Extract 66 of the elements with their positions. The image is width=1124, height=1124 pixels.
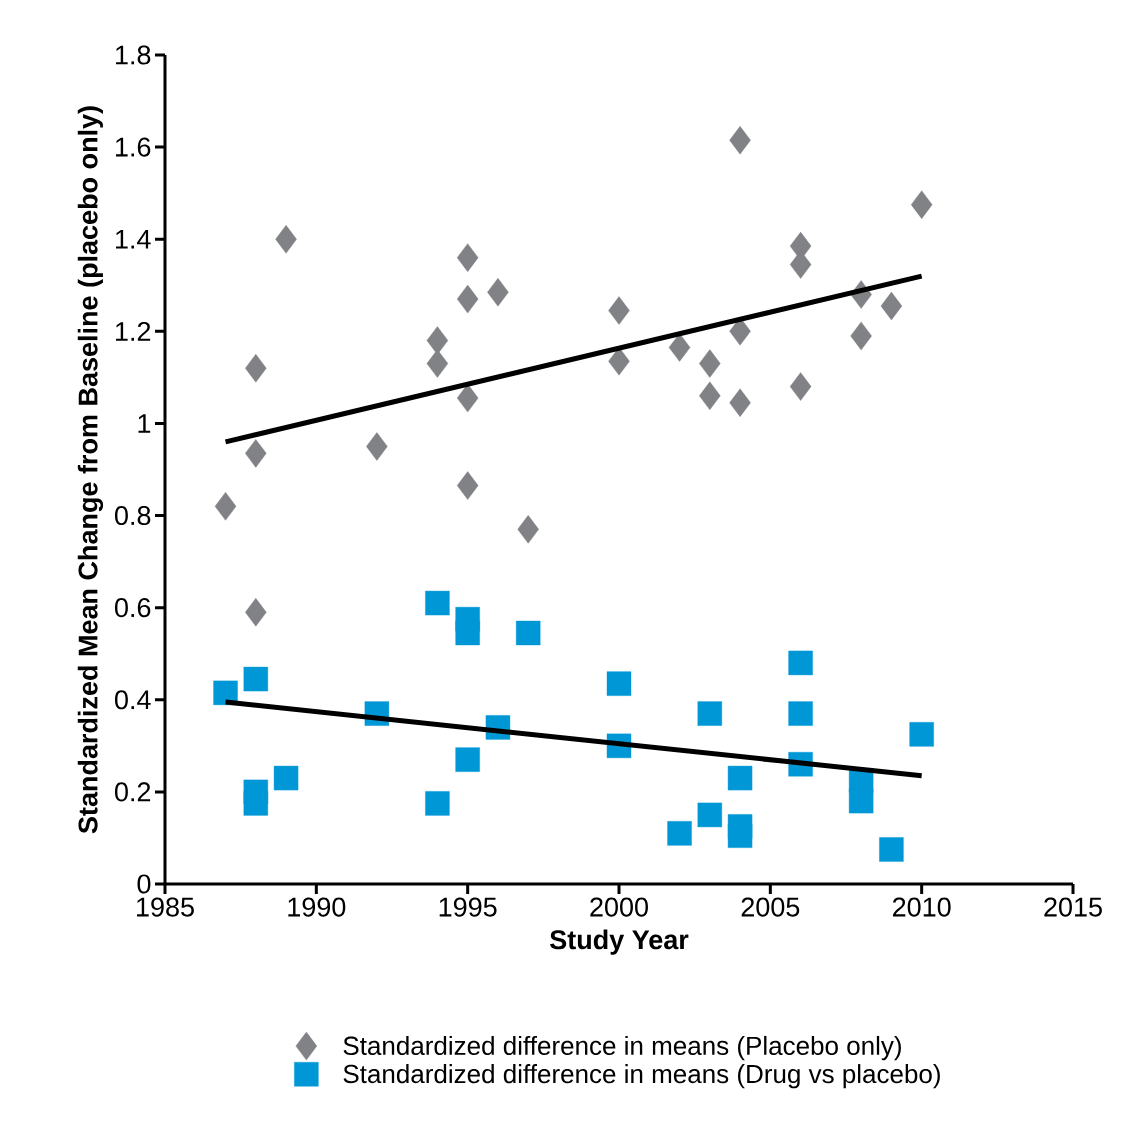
point (214, 492, 237, 521)
point (243, 666, 268, 692)
point (697, 802, 723, 828)
point (456, 383, 479, 413)
x-tick-label: 2000 (590, 897, 648, 917)
point (245, 439, 267, 468)
legend-label: Standardized difference in means (Placebo only) (343, 1035, 901, 1061)
point (425, 791, 450, 816)
x-tick-label: 1995 (439, 897, 497, 917)
x-tick-label: 1990 (288, 897, 346, 917)
y-tick-label: 0.4 (114, 690, 151, 710)
point (788, 701, 813, 726)
point (788, 650, 813, 676)
y-tick-label: 1 (138, 414, 151, 433)
point (456, 471, 479, 500)
point (848, 788, 874, 814)
point (456, 284, 479, 314)
point (727, 823, 753, 848)
y-tick-label: 0.2 (114, 782, 151, 802)
point (608, 347, 630, 376)
y-tick-label: 1.6 (116, 137, 151, 157)
point (909, 722, 934, 747)
point (275, 225, 297, 254)
point (273, 765, 299, 791)
point (699, 381, 721, 410)
x-tick-label: 2015 (1044, 897, 1102, 917)
point (727, 765, 753, 791)
x-tick-label: 2010 (893, 897, 951, 917)
point (516, 620, 541, 646)
point (606, 671, 632, 696)
point (729, 125, 751, 155)
point (243, 791, 268, 816)
point (487, 277, 509, 307)
point (697, 701, 723, 726)
point (699, 349, 721, 378)
point (455, 747, 480, 772)
point (517, 515, 539, 544)
point (455, 620, 480, 646)
y-axis-title: Standardized Mean Change from Baseline (placebo only) (77, 106, 104, 834)
point (456, 243, 479, 272)
point (213, 680, 238, 706)
x-axis-title: Study Year (550, 929, 689, 955)
x-tick-label: 2005 (741, 897, 800, 917)
legend-label: Standardized difference in means (Drug vs placebo) (343, 1064, 940, 1089)
y-tick-label: 1.8 (116, 45, 151, 65)
y-tick-label: 1.4 (116, 229, 151, 249)
y-tick-label: 1.2 (116, 321, 151, 341)
point (245, 353, 267, 383)
point (245, 598, 267, 627)
point (366, 432, 388, 461)
point (850, 321, 872, 351)
point (910, 190, 933, 219)
point (880, 291, 903, 321)
point (668, 333, 691, 362)
point (729, 388, 751, 417)
point (426, 349, 449, 378)
y-tick-label: 0.8 (114, 505, 151, 526)
point (426, 326, 449, 355)
x-tick-label: 1985 (137, 897, 194, 917)
point (667, 821, 692, 846)
y-tick-label: 0.6 (114, 598, 151, 618)
point (425, 590, 450, 616)
y-tick-label: 0 (137, 874, 151, 894)
point (789, 372, 812, 401)
point (879, 837, 904, 862)
point (608, 296, 630, 325)
